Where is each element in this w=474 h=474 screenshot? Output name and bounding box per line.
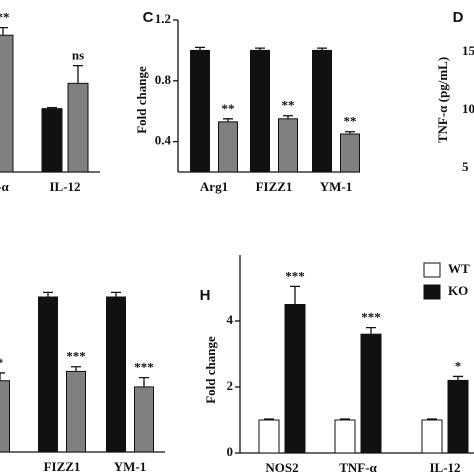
bar xyxy=(41,108,63,173)
x-tick-label: NOS2 xyxy=(265,460,298,474)
bar xyxy=(340,133,360,173)
error-bar xyxy=(427,418,437,420)
y-axis-label: Fold change xyxy=(203,336,218,404)
error-bar xyxy=(71,366,81,372)
x-tick-label: IL-12 xyxy=(429,460,460,474)
y-tick-label: 1.2 xyxy=(155,11,171,26)
significance-label: * xyxy=(455,358,462,373)
panel-letter: D xyxy=(453,9,464,26)
bar xyxy=(312,49,332,173)
legend-label: KO xyxy=(448,283,468,298)
error-bar xyxy=(0,26,8,36)
bar xyxy=(134,386,154,453)
y-tick-label: 0.4 xyxy=(155,133,172,148)
bar xyxy=(190,49,210,173)
error-bar xyxy=(366,326,376,335)
legend-swatch xyxy=(423,262,441,278)
bar xyxy=(250,49,270,173)
x-tick-label: YM-1 xyxy=(114,459,147,474)
error-bar xyxy=(195,46,205,51)
significance-label: *** xyxy=(361,310,381,325)
error-bar xyxy=(43,291,53,297)
significance-label: *** xyxy=(285,268,305,283)
error-bar xyxy=(111,291,121,297)
y-axis-label: Fold change xyxy=(134,66,149,134)
x-tick-label: TNF-α xyxy=(0,179,10,194)
bar xyxy=(0,34,14,173)
error-bar xyxy=(139,376,149,387)
y-tick-label: 5 xyxy=(462,159,469,174)
bar xyxy=(106,296,126,453)
significance-label: *** xyxy=(134,360,154,375)
bar xyxy=(258,419,280,454)
panel-letter: C xyxy=(143,9,154,26)
bar xyxy=(421,419,443,454)
error-bar xyxy=(317,47,327,51)
significance-label: *** xyxy=(66,349,86,364)
x-tick-label: FIZZ1 xyxy=(44,459,81,474)
error-bar xyxy=(47,107,57,109)
error-bar xyxy=(73,64,83,84)
y-tick-label: 2 xyxy=(227,378,234,393)
significance-label: ** xyxy=(344,114,357,129)
significance-label: ** xyxy=(0,10,10,25)
bar xyxy=(218,121,238,173)
legend-label: WT xyxy=(448,261,470,276)
bar xyxy=(284,304,306,454)
x-tick-label: FIZZ1 xyxy=(256,179,293,194)
bar xyxy=(360,333,382,454)
bar xyxy=(447,379,469,454)
y-axis-label: TNF-α (pg/mL) xyxy=(435,57,450,143)
error-bar xyxy=(255,47,265,51)
y-tick-label: 10 xyxy=(462,101,474,116)
x-tick-label: IL-12 xyxy=(49,179,80,194)
bar xyxy=(67,82,89,173)
y-tick-label: 15 xyxy=(462,43,474,58)
significance-label: ns xyxy=(72,48,84,63)
legend-swatch xyxy=(423,284,441,300)
bar xyxy=(38,296,58,453)
error-bar xyxy=(345,131,355,134)
error-bar xyxy=(283,115,293,119)
bar xyxy=(0,380,10,453)
error-bar xyxy=(453,375,463,381)
bar xyxy=(278,118,298,173)
bar xyxy=(66,370,86,453)
significance-label: ** xyxy=(222,101,235,116)
error-bar xyxy=(340,418,350,420)
error-bar xyxy=(223,118,233,122)
y-tick-label: 4 xyxy=(227,312,234,327)
error-bar xyxy=(264,418,274,420)
significance-label: * xyxy=(0,355,3,370)
significance-label: ** xyxy=(282,98,295,113)
x-tick-label: Arg1 xyxy=(200,179,228,194)
y-tick-label: 0 xyxy=(227,444,234,459)
y-tick-label: 0.8 xyxy=(155,72,172,87)
error-bar xyxy=(0,372,5,381)
x-tick-label: YM-1 xyxy=(320,179,353,194)
error-bar xyxy=(290,285,300,305)
x-tick-label: TNF-α xyxy=(339,460,377,474)
panel-letter: H xyxy=(200,287,211,304)
bar xyxy=(334,419,356,454)
